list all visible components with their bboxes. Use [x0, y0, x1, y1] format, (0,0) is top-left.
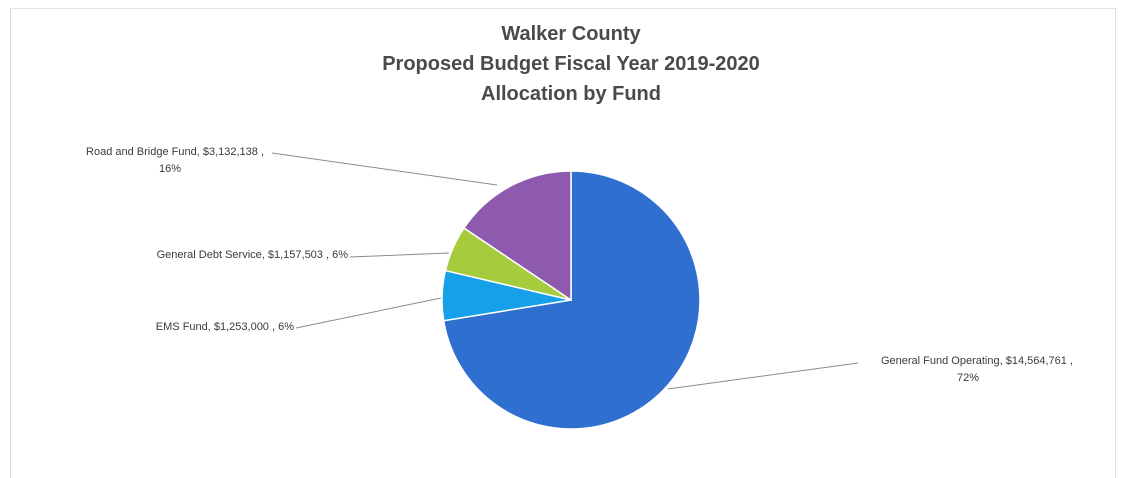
leader-line-road-and-bridge-fund: [271, 152, 498, 186]
pie-slice-road-and-bridge-fund: [462, 170, 572, 302]
pie-slices: [441, 170, 701, 430]
leader-line-general-fund-operating: [667, 362, 859, 390]
slice-labels: General Fund Operating, $14,564,761 , 72%…: [86, 146, 1073, 384]
leader-lines: [271, 152, 859, 390]
chart-title: Walker County Proposed Budget Fiscal Yea…: [382, 23, 760, 105]
slice-label-general-fund-operating: General Fund Operating, $14,564,761 , 72%: [881, 355, 1073, 384]
chart-title-line-3: Allocation by Fund: [481, 83, 661, 105]
slice-label-ems-fund: EMS Fund, $1,253,000 , 6%: [156, 321, 294, 333]
leader-line-ems-fund: [295, 297, 442, 329]
chart-frame: [10, 8, 1116, 478]
slice-label-general-debt-service: General Debt Service, $1,157,503 , 6%: [157, 249, 349, 261]
chart-title-line-1: Walker County: [501, 23, 641, 45]
chart-title-line-2: Proposed Budget Fiscal Year 2019-2020: [382, 53, 760, 75]
pie-slice-general-fund-operating: [442, 170, 701, 430]
pie-chart: Walker County Proposed Budget Fiscal Yea…: [86, 23, 1073, 430]
slice-label-road-and-bridge-fund: Road and Bridge Fund, $3,132,138 , 16%: [86, 146, 264, 175]
leader-line-general-debt-service: [349, 252, 450, 258]
